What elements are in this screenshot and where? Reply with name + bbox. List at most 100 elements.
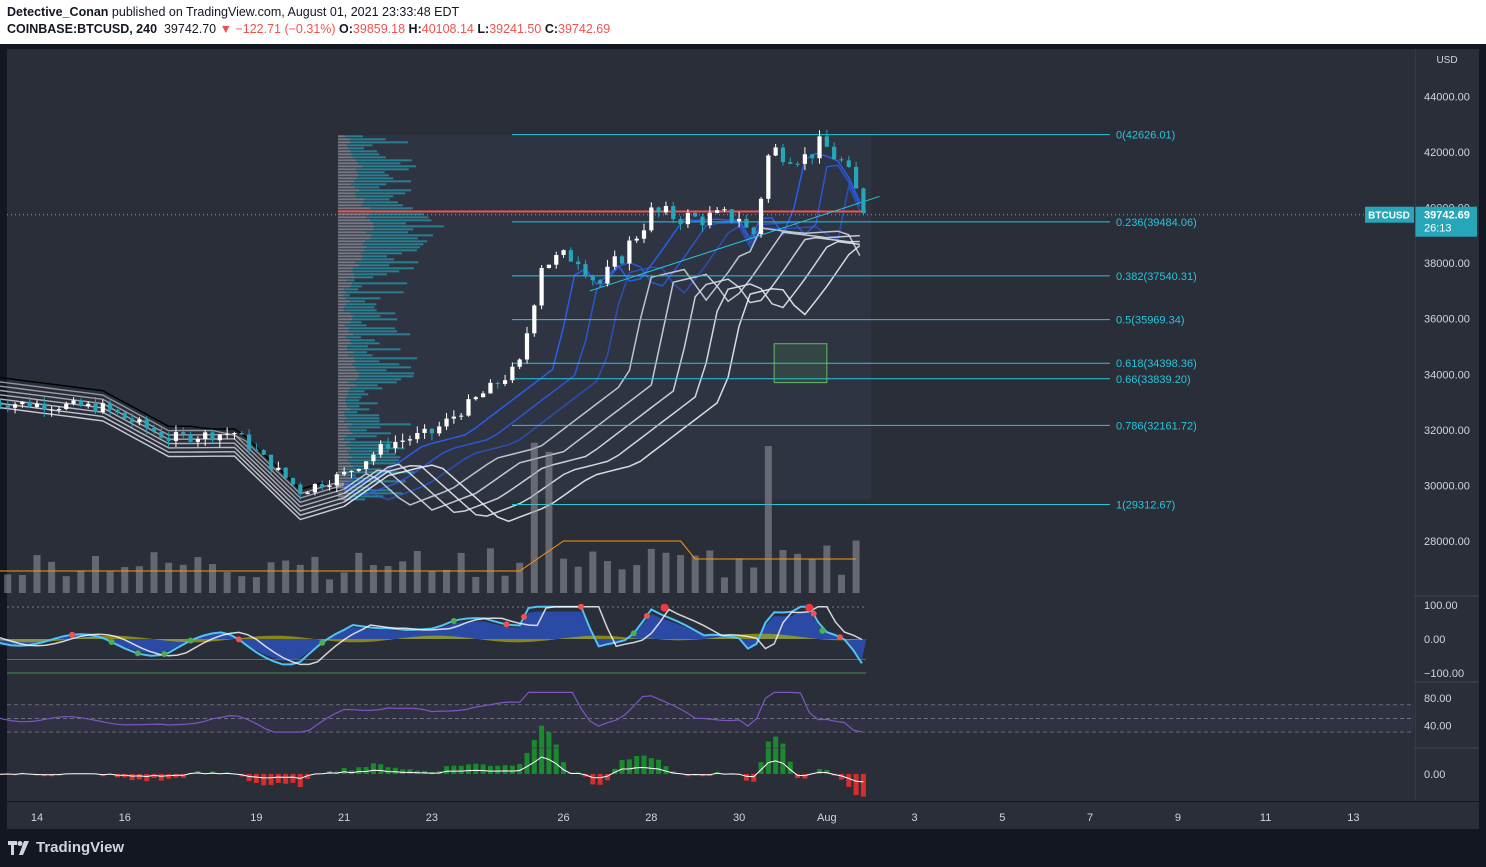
histogram-bar [561,762,567,774]
volume-bar [267,562,275,593]
volume-profile-bar [344,489,393,492]
volume-profile-bar [347,393,369,396]
signal-dot [319,639,326,646]
volume-profile-bar [338,159,357,162]
candle-body [93,403,98,413]
volume-profile-bar [343,309,377,312]
volume-profile-bar [338,444,346,447]
volume-profile-bar [358,174,389,177]
price-tag-symbol-box [1365,206,1414,223]
volume-profile-bar [338,138,350,141]
volume-profile-bar [350,141,408,144]
candle-body [385,444,391,449]
volume-profile-bar [338,321,351,324]
candle-body [327,485,332,488]
candle-body [495,382,500,384]
x-tick-label: 21 [338,812,350,824]
volume-profile-bar [348,147,365,150]
volume-profile-bar [338,396,347,399]
volume-profile-bar [338,324,345,327]
ma-ribbon-line [343,152,861,491]
histogram-bar [356,767,362,774]
author-name[interactable]: Detective_Conan [7,5,109,19]
volume-bar [779,550,787,593]
x-tick-label: 11 [1260,812,1271,824]
chart-header: Detective_Conan published on TradingView… [0,0,1486,44]
chart-canvas[interactable]: USD44000.0042000.0040000.0038000.0036000… [0,44,1486,830]
candle-body [290,478,296,485]
volume-profile-bar [350,480,406,483]
x-tick-label: Aug [817,812,837,824]
histogram-bar [268,773,274,786]
histogram-bar [348,770,354,774]
oscillator-tick-label: 100.00 [1424,600,1458,612]
y-tick-label: 32000.00 [1424,425,1470,437]
candle-body [736,218,742,222]
symbol-label[interactable]: COINBASE:BTCUSD, 240 [7,22,158,36]
published-text: published on TradingView.com, August 01,… [108,5,460,19]
candle-body [86,403,91,406]
candle-body [795,163,800,165]
x-tick-label: 16 [119,812,131,824]
volume-profile-bar [355,366,411,369]
volume-profile-bar [338,378,357,381]
volume-bar [545,451,553,593]
open-value: 39859.18 [352,22,406,36]
volume-profile-bar [338,339,351,342]
volume-profile-bar [338,237,371,240]
tradingview-logo-icon [8,840,29,855]
rsi-tick-label: 80.00 [1424,693,1452,705]
histogram-bar [297,773,303,788]
volume-profile-bar [352,315,381,318]
candle-body [203,432,208,440]
volume-profile-bar [345,444,391,447]
volume-bar [443,569,451,593]
volume-profile-bar [370,219,432,222]
candle-body [802,154,807,164]
candle-body [334,474,339,486]
histogram-bar [363,767,369,774]
candle-body [268,454,274,470]
volume-profile-bar [344,468,382,471]
y-tick-label: 30000.00 [1424,480,1470,492]
volume-profile-bar [343,294,350,297]
candle-body [678,219,683,225]
candle-body [407,439,413,441]
candle-body [568,250,573,262]
volume-profile-bar [338,243,364,246]
volume-profile-bar [338,261,356,264]
histogram-bar [480,764,486,774]
rsi-line [0,691,863,733]
signal-dot [810,610,817,617]
volume-profile-bar [338,303,347,306]
fib-level-label: 0.5(35969.34) [1116,315,1185,327]
tradingview-logo[interactable]: TradingView [8,839,124,856]
volume-profile-bar [350,387,383,390]
volume-profile-bar [338,468,345,471]
volume-profile-bar [338,297,346,300]
candle-body [788,162,793,164]
candle-body [378,444,383,455]
candle-body [429,428,435,434]
signal-dot [235,636,242,643]
volume-bar [179,564,187,593]
volume-profile-bar [338,276,355,279]
histogram-bar [648,758,654,774]
candle-body [393,441,398,449]
fib-level-label: 0.382(37540.31) [1116,271,1197,283]
ma-ribbon-line [343,236,860,514]
volume-profile-bar [344,483,361,486]
volume-profile-bar [361,204,403,207]
histogram-bar [173,773,179,778]
histogram-bar [626,759,632,774]
volume-bar [282,560,290,593]
volume-profile-bar [351,477,377,480]
histogram-bar [414,770,420,774]
candle-body [415,432,420,440]
histogram-bar [392,767,398,774]
histogram-bar [341,767,347,774]
candle-body [773,147,778,156]
volume-bar [311,556,319,593]
candle-body [342,471,347,475]
histogram-bar [634,756,640,774]
